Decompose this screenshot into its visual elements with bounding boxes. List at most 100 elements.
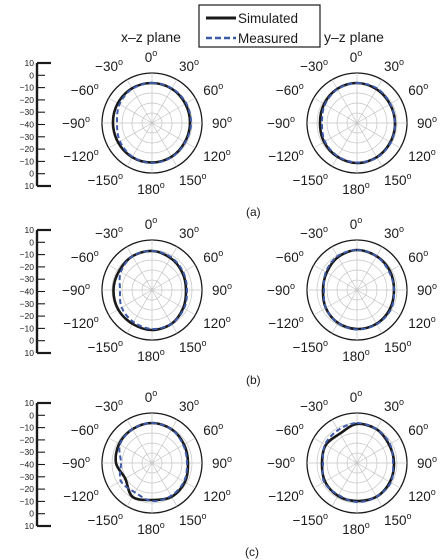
- scale-tick-label: 10: [25, 225, 35, 235]
- polar-spoke: [356, 122, 383, 167]
- angle-label: 30o: [384, 397, 404, 414]
- db-scale-bar: 10 0 −10 −20 −30 −40 −30 −20 −10 0 10: [20, 398, 51, 531]
- angle-label: 180o: [137, 520, 165, 537]
- angle-label: 180o: [137, 347, 165, 364]
- scale-tick-label: 10: [25, 521, 35, 531]
- angle-label: −30o: [300, 397, 328, 414]
- polar-spoke: [151, 437, 196, 464]
- scale-tick-label: 10: [25, 348, 35, 358]
- scale-tick-label: −30: [20, 299, 35, 309]
- polar-spoke: [331, 122, 358, 167]
- polar-spoke: [356, 462, 383, 507]
- polar-spoke: [126, 419, 153, 464]
- polar-spoke: [151, 246, 178, 291]
- angle-label: −150o: [88, 171, 123, 188]
- polar-spoke: [356, 122, 401, 149]
- polar-spoke: [331, 79, 358, 124]
- measured-series-line: [118, 422, 189, 503]
- angle-label: 90o: [212, 114, 232, 131]
- polar-spoke: [151, 462, 178, 507]
- angle-label: −90o: [62, 454, 90, 471]
- scale-tick-label: −10: [20, 423, 35, 433]
- angle-label: 60o: [203, 248, 223, 265]
- angle-label: −60o: [71, 248, 99, 265]
- polar-spoke: [151, 122, 196, 149]
- scale-tick-label: −30: [20, 472, 35, 482]
- angle-label: 0o: [350, 48, 363, 65]
- polar-spoke: [313, 97, 358, 124]
- scale-tick-label: 10: [25, 58, 35, 68]
- angle-label: 150o: [384, 511, 412, 528]
- scale-tick-label: −10: [20, 323, 35, 333]
- scale-tick-label: 0: [29, 237, 34, 247]
- angle-label: 60o: [408, 81, 428, 98]
- angle-label: 90o: [417, 281, 437, 298]
- yz-plane-title: y–z plane: [324, 29, 384, 45]
- angle-label: −90o: [267, 114, 295, 131]
- polar-spoke: [331, 246, 358, 291]
- scale-tick-label: −30: [20, 274, 35, 284]
- angle-label: 120o: [408, 314, 436, 331]
- measured-series-line: [115, 81, 193, 165]
- angle-label: 150o: [179, 511, 207, 528]
- angle-label: −120o: [63, 314, 98, 331]
- angle-label: 150o: [384, 338, 412, 355]
- angle-label: 30o: [384, 224, 404, 241]
- db-scale-bar: 10 0 −10 −20 −30 −40 −30 −20 −10 0 10: [20, 58, 51, 191]
- polar-spoke: [108, 264, 153, 291]
- angle-label: 120o: [408, 147, 436, 164]
- polar-spoke: [313, 264, 358, 291]
- scale-tick-label: −40: [20, 460, 35, 470]
- panel-label-c: (c): [245, 545, 259, 559]
- polar-spoke: [331, 419, 358, 464]
- scale-tick-label: −20: [20, 95, 35, 105]
- angle-label: −90o: [62, 114, 90, 131]
- scale-tick-label: −10: [20, 156, 35, 166]
- polar-spoke: [356, 264, 401, 291]
- panel-label-b: (b): [246, 373, 261, 387]
- polar-spoke: [313, 462, 358, 489]
- polar-spoke: [356, 79, 383, 124]
- simulated-series-line: [112, 249, 188, 332]
- polar-spoke: [356, 437, 401, 464]
- polar-spoke: [356, 97, 401, 124]
- angle-label: 180o: [342, 520, 370, 537]
- angle-label: 180o: [137, 180, 165, 197]
- db-scale-bar: 10 0 −10 −20 −30 −40 −30 −20 −10 0 10: [20, 225, 51, 358]
- polar-spoke: [313, 122, 358, 149]
- angle-label: 60o: [203, 421, 223, 438]
- scale-tick-label: 0: [29, 169, 34, 179]
- scale-tick-label: −20: [20, 144, 35, 154]
- angle-label: 90o: [212, 454, 232, 471]
- angle-label: 150o: [179, 171, 207, 188]
- angle-label: −30o: [300, 224, 328, 241]
- polar-spoke: [151, 264, 196, 291]
- measured-series-line: [321, 421, 395, 504]
- angle-label: 0o: [145, 215, 158, 232]
- measured-series-line: [118, 249, 189, 331]
- polar-spoke: [151, 289, 178, 334]
- polar-spoke: [108, 289, 153, 316]
- angle-label: −60o: [276, 421, 304, 438]
- polar-spoke: [126, 462, 153, 507]
- scale-tick-label: −20: [20, 484, 35, 494]
- polar-spoke: [126, 246, 153, 291]
- angle-label: 120o: [203, 314, 231, 331]
- angle-label: 120o: [203, 487, 231, 504]
- angle-label: 120o: [203, 147, 231, 164]
- angle-label: 120o: [408, 487, 436, 504]
- angle-label: −90o: [267, 281, 295, 298]
- polar-spoke: [108, 122, 153, 149]
- angle-label: 30o: [179, 57, 199, 74]
- angle-label: 60o: [408, 421, 428, 438]
- angle-label: −120o: [63, 487, 98, 504]
- scale-tick-label: −10: [20, 83, 35, 93]
- scale-tick-label: 0: [29, 70, 34, 80]
- angle-label: 180o: [342, 180, 370, 197]
- polar-spoke: [151, 122, 178, 167]
- polar-spoke: [313, 289, 358, 316]
